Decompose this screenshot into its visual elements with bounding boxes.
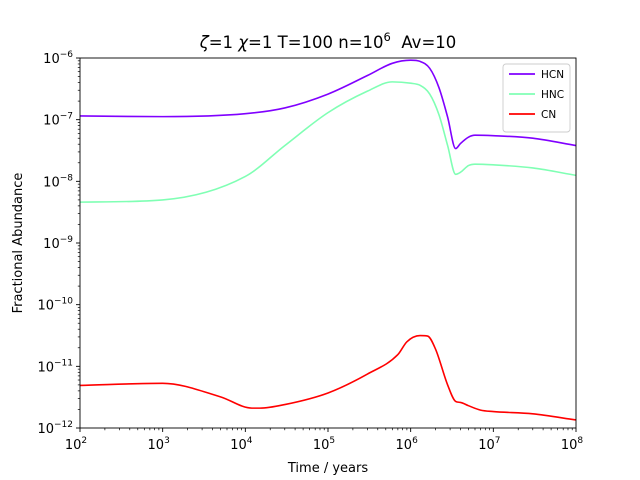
y-tick-base: 10 <box>43 52 60 67</box>
series-line-cn <box>79 334 577 421</box>
series-line-hnc <box>79 81 577 203</box>
x-tick-exponent: 7 <box>495 436 501 446</box>
x-tick-label: 104 <box>230 436 253 453</box>
x-tick-exponent: 8 <box>577 436 583 446</box>
x-tick-exponent: 6 <box>412 436 418 446</box>
title-av: Av=10 <box>391 33 456 52</box>
title-chi-value: =1 T=100 n=10 <box>248 33 384 52</box>
y-tick-label: 10−12 <box>37 420 73 437</box>
title-n-exponent: 6 <box>384 30 391 44</box>
x-tick-exponent: 5 <box>329 436 335 446</box>
series-line-hcn <box>79 59 577 150</box>
y-tick-base: 10 <box>37 299 54 314</box>
y-tick-base: 10 <box>43 175 60 190</box>
y-tick-exponent: −12 <box>54 420 73 430</box>
y-tick-exponent: −8 <box>60 173 74 183</box>
title-zeta: ζ <box>199 33 210 52</box>
title-zeta-value: =1 <box>209 33 239 52</box>
y-tick-label: 10−8 <box>43 173 73 190</box>
x-tick-label: 108 <box>561 436 584 453</box>
y-tick-exponent: −6 <box>60 50 74 60</box>
y-tick-base: 10 <box>37 422 54 437</box>
x-tick-base: 10 <box>478 438 495 453</box>
y-tick-exponent: −9 <box>60 235 74 245</box>
chart-title: ζ=1 χ=1 T=100 n=106 Av=10 <box>199 30 457 52</box>
x-axis-label: Time / years <box>287 461 368 476</box>
x-tick-base: 10 <box>396 438 413 453</box>
y-tick-base: 10 <box>37 360 54 375</box>
x-tick-base: 10 <box>561 438 578 453</box>
legend: HCN HNC CN <box>502 63 571 133</box>
legend-label-cn: CN <box>541 109 556 121</box>
legend-frame <box>502 63 571 133</box>
x-tick-base: 10 <box>65 438 82 453</box>
series-layer <box>79 59 577 421</box>
y-axis-label: Fractional Abundance <box>11 173 26 314</box>
x-tick-label: 105 <box>313 436 335 453</box>
y-tick-label: 10−7 <box>43 112 73 129</box>
x-tick-exponent: 3 <box>164 436 170 446</box>
y-tick-exponent: −7 <box>60 112 73 122</box>
y-tick-label: 10−9 <box>43 235 73 252</box>
y-tick-base: 10 <box>43 114 60 129</box>
legend-label-hnc: HNC <box>541 89 564 101</box>
y-tick-label: 10−10 <box>37 297 73 314</box>
x-tick-label: 107 <box>478 436 500 453</box>
x-tick-exponent: 2 <box>81 436 87 446</box>
y-tick-label: 10−6 <box>43 50 73 67</box>
x-tick-base: 10 <box>148 438 165 453</box>
x-tick-label: 106 <box>396 436 419 453</box>
y-tick-label: 10−11 <box>37 358 73 375</box>
x-tick-label: 103 <box>148 436 170 453</box>
x-tick-label: 102 <box>65 436 87 453</box>
title-chi: χ <box>237 33 249 52</box>
x-axis: 102 103 104 105 106 107 108 <box>65 428 584 453</box>
y-tick-exponent: −10 <box>54 297 73 307</box>
x-tick-exponent: 4 <box>247 436 253 446</box>
x-tick-base: 10 <box>230 438 247 453</box>
legend-label-hcn: HCN <box>541 69 564 81</box>
x-tick-base: 10 <box>313 438 330 453</box>
y-tick-exponent: −11 <box>54 358 73 368</box>
y-tick-base: 10 <box>43 237 60 252</box>
